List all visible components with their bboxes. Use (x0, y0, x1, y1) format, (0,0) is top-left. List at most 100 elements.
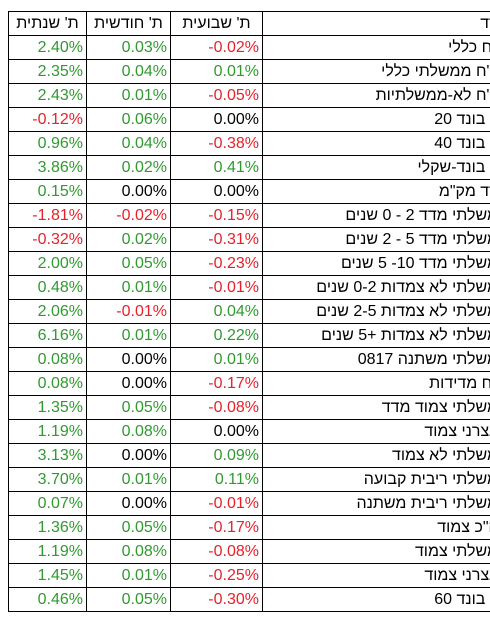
annual-return-cell: 2.35% (8, 59, 87, 84)
monthly-return-cell: -0.01% (86, 299, 171, 324)
table-row: 1.36%0.05%-0.17%סה"כ צמוד (8, 515, 490, 540)
index-returns-table: ת' שנתית ת' חודשית ת' שבועית מדד 2.40%0.… (8, 11, 490, 612)
monthly-return-cell: 0.05% (86, 515, 171, 540)
annual-return-cell: 1.36% (8, 515, 87, 540)
table-row: 3.86%0.02%0.41%תל בונד-שקלי (8, 155, 490, 180)
index-name-cell: קונצרני צמוד (262, 563, 490, 588)
index-name-cell: ממשלתי לא צמדות 2-5 שנים (262, 299, 490, 324)
monthly-return-cell: 0.08% (86, 419, 171, 444)
annual-return-cell: 2.40% (8, 35, 87, 60)
monthly-return-cell: 0.01% (86, 563, 171, 588)
index-name-cell: אגח כללי (262, 35, 490, 60)
weekly-return-cell: 0.00% (170, 107, 263, 132)
table-row: 2.06%-0.01%0.04%ממשלתי לא צמדות 2-5 שנים (8, 299, 490, 324)
weekly-return-cell: -0.08% (170, 539, 263, 564)
annual-return-cell: -1.81% (8, 203, 87, 228)
monthly-return-cell: 0.04% (86, 59, 171, 84)
index-name-cell: מדד מק"מ (262, 179, 490, 204)
weekly-return-cell: -0.08% (170, 395, 263, 420)
weekly-return-cell: -0.01% (170, 275, 263, 300)
weekly-return-cell: -0.17% (170, 515, 263, 540)
annual-return-cell: 1.45% (8, 563, 87, 588)
table-row: 0.48%0.01%-0.01%ממשלתי לא צמדות 0-2 שנים (8, 275, 490, 300)
monthly-return-cell: 0.01% (86, 275, 171, 300)
index-name-cell: ממשלתי ריבית משתנה (262, 491, 490, 516)
header-monthly: ת' חודשית (86, 11, 171, 36)
monthly-return-cell: 0.05% (86, 251, 171, 276)
monthly-return-cell: 0.06% (86, 107, 171, 132)
monthly-return-cell: 0.05% (86, 395, 171, 420)
index-name-cell: תל בונד 60 (262, 587, 490, 612)
index-name-cell: אגח מדידות (262, 371, 490, 396)
table-row: -1.81%-0.02%-0.15%ממשלתי מדד 2 - 0 שנים (8, 203, 490, 228)
weekly-return-cell: 0.01% (170, 59, 263, 84)
annual-return-cell: 3.70% (8, 467, 87, 492)
annual-return-cell: 2.43% (8, 83, 87, 108)
index-name-cell: ממשלתי משתנה 0817 (262, 347, 490, 372)
index-name-cell: אג"ח לא-ממשלתיות (262, 83, 490, 108)
table-row: 6.16%0.01%0.22%ממשלתי לא צמדות +5 שנים (8, 323, 490, 348)
header-annual: ת' שנתית (8, 11, 87, 36)
weekly-return-cell: -0.38% (170, 131, 263, 156)
index-name-cell: ממשלתי צמוד (262, 539, 490, 564)
weekly-return-cell: 0.00% (170, 419, 263, 444)
weekly-return-cell: -0.02% (170, 35, 263, 60)
weekly-return-cell: -0.31% (170, 227, 263, 252)
index-name-cell: אג"ח ממשלתי כללי (262, 59, 490, 84)
index-name-cell: ממשלתי לא צמוד (262, 443, 490, 468)
annual-return-cell: 3.13% (8, 443, 87, 468)
annual-return-cell: 2.06% (8, 299, 87, 324)
index-name-cell: ממשלתי לא צמדות 0-2 שנים (262, 275, 490, 300)
index-name-cell: ממשלתי ריבית קבועה (262, 467, 490, 492)
annual-return-cell: 0.07% (8, 491, 87, 516)
annual-return-cell: 1.19% (8, 539, 87, 564)
monthly-return-cell: 0.04% (86, 131, 171, 156)
table-row: -0.12%0.06%0.00%תל בונד 20 (8, 107, 490, 132)
weekly-return-cell: -0.01% (170, 491, 263, 516)
weekly-return-cell: -0.23% (170, 251, 263, 276)
annual-return-cell: 0.46% (8, 587, 87, 612)
table-row: 1.35%0.05%-0.08%ממשלתי צמוד מדד (8, 395, 490, 420)
weekly-return-cell: 0.41% (170, 155, 263, 180)
weekly-return-cell: 0.22% (170, 323, 263, 348)
monthly-return-cell: -0.02% (86, 203, 171, 228)
table-row: 0.07%0.00%-0.01%ממשלתי ריבית משתנה (8, 491, 490, 516)
table-row: 3.70%0.01%0.11%ממשלתי ריבית קבועה (8, 467, 490, 492)
header-row: ת' שנתית ת' חודשית ת' שבועית מדד (8, 11, 490, 36)
annual-return-cell: 0.08% (8, 347, 87, 372)
index-name-cell: ממשלתי לא צמדות +5 שנים (262, 323, 490, 348)
annual-return-cell: -0.12% (8, 107, 87, 132)
table-row: 1.19%0.08%-0.08%ממשלתי צמוד (8, 539, 490, 564)
weekly-return-cell: -0.25% (170, 563, 263, 588)
monthly-return-cell: 0.03% (86, 35, 171, 60)
annual-return-cell: 0.48% (8, 275, 87, 300)
table-row: 0.96%0.04%-0.38%תל בונד 40 (8, 131, 490, 156)
monthly-return-cell: 0.00% (86, 443, 171, 468)
table-row: 0.08%0.00%0.01%ממשלתי משתנה 0817 (8, 347, 490, 372)
annual-return-cell: 1.35% (8, 395, 87, 420)
weekly-return-cell: 0.11% (170, 467, 263, 492)
table-row: 0.15%0.00%0.00%מדד מק"מ (8, 179, 490, 204)
index-returns-table-container: ת' שנתית ת' חודשית ת' שבועית מדד 2.40%0.… (8, 11, 490, 612)
weekly-return-cell: -0.17% (170, 371, 263, 396)
monthly-return-cell: 0.02% (86, 227, 171, 252)
table-row: 1.19%0.08%0.00%קונצרני צמוד (8, 419, 490, 444)
monthly-return-cell: 0.01% (86, 467, 171, 492)
annual-return-cell: 2.00% (8, 251, 87, 276)
weekly-return-cell: 0.04% (170, 299, 263, 324)
monthly-return-cell: 0.01% (86, 83, 171, 108)
monthly-return-cell: 0.01% (86, 323, 171, 348)
table-row: 2.00%0.05%-0.23%ממשלתי מדד 10- 5 שנים (8, 251, 490, 276)
monthly-return-cell: 0.00% (86, 179, 171, 204)
annual-return-cell: 3.86% (8, 155, 87, 180)
index-name-cell: ממשלתי מדד 2 - 0 שנים (262, 203, 490, 228)
table-row: 0.46%0.05%-0.30%תל בונד 60 (8, 587, 490, 612)
header-weekly: ת' שבועית (170, 11, 263, 36)
index-name-cell: ממשלתי צמוד מדד (262, 395, 490, 420)
monthly-return-cell: 0.00% (86, 347, 171, 372)
weekly-return-cell: -0.05% (170, 83, 263, 108)
annual-return-cell: 0.96% (8, 131, 87, 156)
index-name-cell: תל בונד 20 (262, 107, 490, 132)
weekly-return-cell: -0.15% (170, 203, 263, 228)
table-row: 2.35%0.04%0.01%אג"ח ממשלתי כללי (8, 59, 490, 84)
